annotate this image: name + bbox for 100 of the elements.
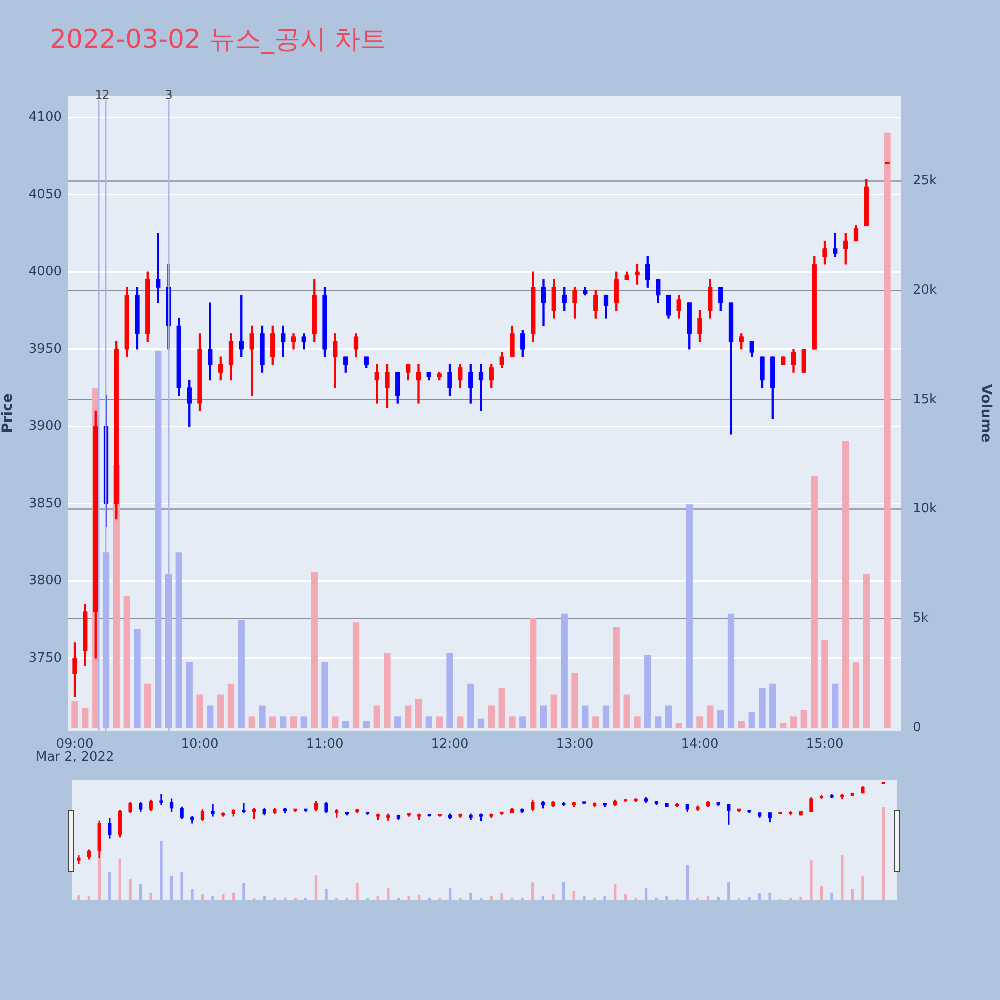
bar xyxy=(602,706,610,728)
bar xyxy=(394,716,402,728)
bar xyxy=(405,706,412,728)
bar xyxy=(884,132,891,728)
bar xyxy=(270,716,276,728)
bar xyxy=(478,718,485,728)
bar xyxy=(748,712,756,728)
bar xyxy=(82,708,89,728)
bar xyxy=(822,640,828,728)
y-tick-label: 3850 xyxy=(28,496,62,512)
x-tick-label: 14:00 xyxy=(681,737,719,752)
bar xyxy=(655,716,662,728)
bar xyxy=(415,699,422,728)
bar xyxy=(707,706,714,728)
bar xyxy=(196,694,204,728)
bar xyxy=(363,721,370,728)
bar xyxy=(676,723,682,728)
bar xyxy=(842,441,850,728)
bar xyxy=(374,706,380,728)
bar xyxy=(686,504,693,728)
bar xyxy=(238,620,245,728)
bar xyxy=(624,694,630,728)
y-tick-label: 4000 xyxy=(28,264,62,280)
bar xyxy=(613,627,620,728)
bar xyxy=(498,688,506,728)
bar xyxy=(863,574,870,728)
y2-tick-label: 0 xyxy=(913,720,922,736)
bar xyxy=(300,716,308,728)
y2-tick-label: 15k xyxy=(913,392,938,408)
bar xyxy=(322,662,328,728)
bar xyxy=(248,716,256,728)
bar xyxy=(790,716,798,728)
bar xyxy=(832,684,839,728)
bar xyxy=(696,716,704,728)
bar xyxy=(780,723,787,728)
bar xyxy=(550,694,558,728)
annotation: 1 xyxy=(95,88,103,102)
annotation: 3 xyxy=(165,88,173,102)
y-tick-label: 3750 xyxy=(28,650,62,666)
bar xyxy=(582,706,589,728)
y-tick-label: 4050 xyxy=(28,187,62,202)
bar xyxy=(520,716,526,728)
y2-tick-label: 10k xyxy=(913,502,938,517)
y-tick-label: 3950 xyxy=(28,342,62,357)
bar xyxy=(446,653,454,728)
bar xyxy=(186,662,193,728)
bar xyxy=(800,710,808,728)
bar xyxy=(728,614,735,728)
bar xyxy=(634,716,641,728)
bar xyxy=(207,706,214,728)
bar xyxy=(259,706,266,728)
annotation: 2 xyxy=(102,88,110,102)
bar xyxy=(228,684,235,728)
x-tick-label: 11:00 xyxy=(306,737,344,752)
y2-tick-label: 5k xyxy=(913,610,930,626)
bar xyxy=(468,684,474,728)
y2-tick-label: 20k xyxy=(913,282,938,298)
bar xyxy=(457,716,464,728)
bar xyxy=(332,716,339,728)
chart-title: 2022-03-02 뉴스_공시 차트 xyxy=(50,24,387,57)
bar xyxy=(592,716,600,728)
bar xyxy=(665,706,672,728)
bar xyxy=(124,596,130,728)
x-tick-label: 12:00 xyxy=(431,737,469,752)
bar xyxy=(759,688,766,728)
bar xyxy=(540,706,548,728)
bar xyxy=(770,684,776,728)
bar xyxy=(144,684,152,728)
bar xyxy=(644,655,652,728)
bar xyxy=(290,716,298,728)
bar xyxy=(280,716,287,728)
y-tick-label: 4100 xyxy=(28,110,62,126)
bar xyxy=(426,716,432,728)
y-tick-label: 3800 xyxy=(28,574,62,589)
x-tick-label: 10:00 xyxy=(181,737,219,752)
bar xyxy=(811,476,818,728)
bar xyxy=(718,710,724,728)
bar xyxy=(176,552,182,728)
bar xyxy=(509,716,516,728)
bar xyxy=(134,629,141,728)
y-axis-title: Price xyxy=(0,394,16,434)
x-tick-label: 13:00 xyxy=(556,737,594,752)
y2-axis-title: Volume xyxy=(978,384,994,443)
y-tick-label: 3900 xyxy=(28,419,62,434)
bar xyxy=(72,701,78,728)
bar xyxy=(561,614,568,728)
text: Mar 2, 2022 xyxy=(36,750,114,765)
bar xyxy=(852,662,860,728)
bar xyxy=(384,653,391,728)
bar xyxy=(352,622,360,728)
bar xyxy=(218,694,224,728)
bar xyxy=(738,721,745,728)
bar xyxy=(342,721,350,728)
bar xyxy=(530,618,537,728)
bar xyxy=(572,672,578,728)
bar xyxy=(155,352,162,728)
x-tick-label: 15:00 xyxy=(806,737,844,752)
y2-tick-label: 25k xyxy=(913,174,938,189)
x-tick-label: 09:00 xyxy=(56,737,94,752)
bar xyxy=(311,572,318,728)
